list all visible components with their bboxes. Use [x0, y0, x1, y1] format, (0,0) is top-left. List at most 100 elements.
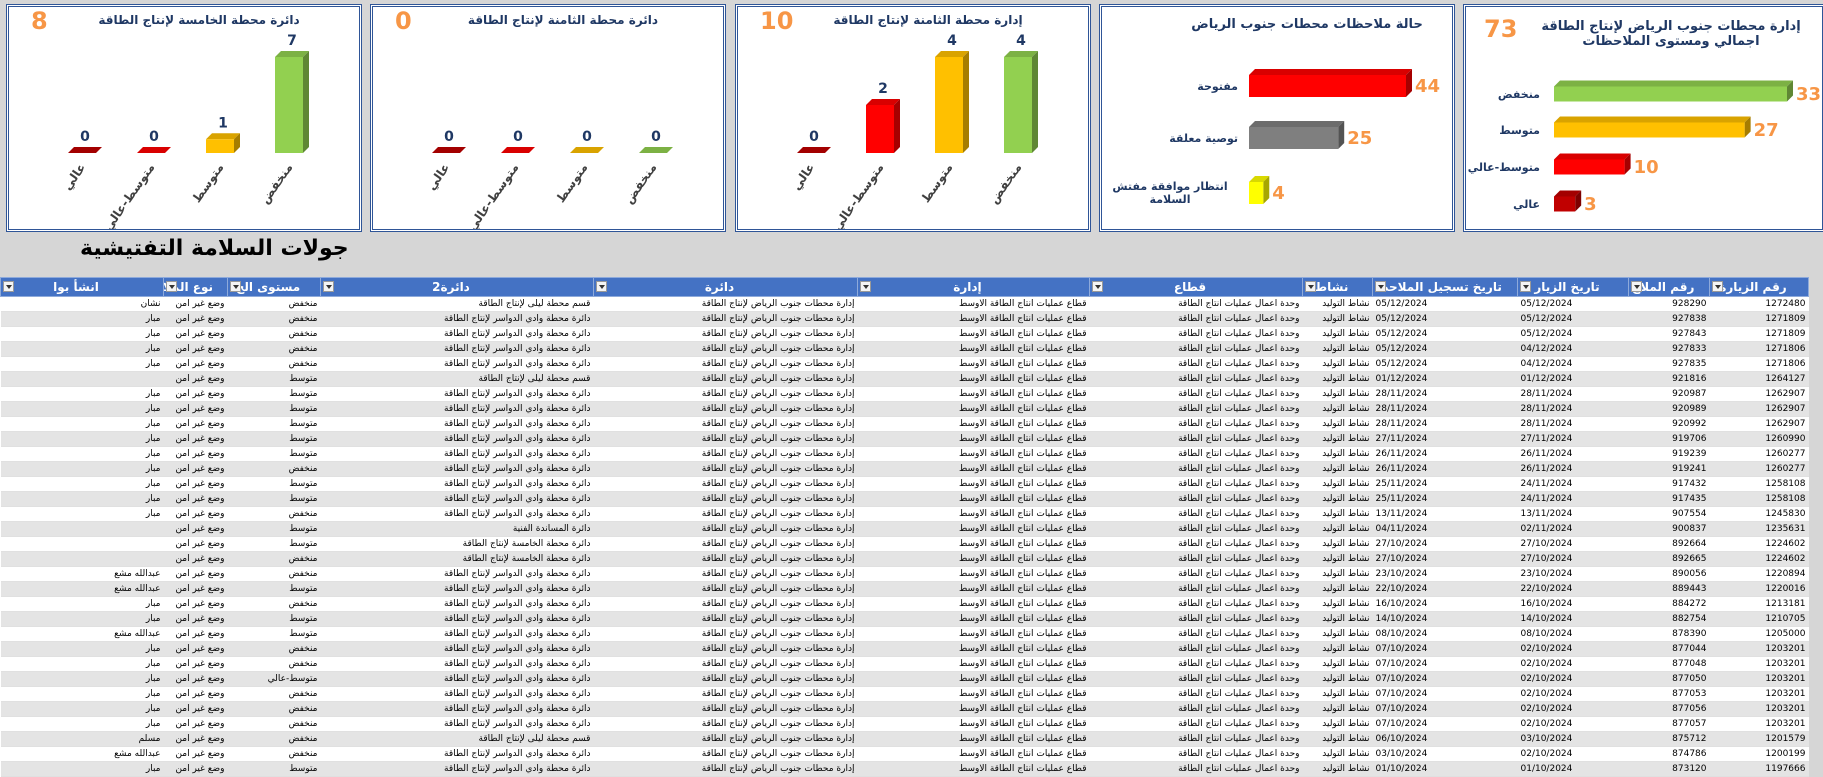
bar-top [432, 147, 466, 153]
table-cell: مبار [0, 716, 164, 732]
filter-button[interactable] [323, 281, 334, 292]
table-cell: دائرة محطة وادي الدواسر لإنتاج الطاقة [320, 416, 594, 432]
table-cell: نشاط التوليد [1302, 611, 1373, 627]
table-cell: نشاط التوليد [1302, 761, 1373, 777]
chart-title: حالة ملاحظات محطات جنوب الرياض [1191, 16, 1423, 32]
table-cell: دائرة محطة وادي الدواسر لإنتاج الطاقة [320, 626, 594, 642]
column-header: دائرة2 [320, 277, 594, 297]
table-cell: مبار [0, 431, 164, 447]
table-cell: وضع غير امن [163, 431, 228, 447]
table-cell: 919239 [1628, 446, 1710, 462]
table-cell [0, 521, 164, 537]
table-cell: وحدة اعمال عمليات انتاج الطاقة [1089, 311, 1303, 327]
table-cell: قطاع عمليات انتاج الطاقة الاوسط [857, 311, 1090, 327]
table-cell: 878390 [1628, 626, 1710, 642]
table-cell: نشاط التوليد [1302, 416, 1373, 432]
table-row: 1203201 877057 02/10/2024 07/10/2024 نشاط ال… [0, 716, 1809, 732]
table-cell: إدارة محطات جنوب الرياض لإنتاج الطاقة [593, 431, 858, 447]
table-cell: قطاع عمليات انتاج الطاقة الاوسط [857, 671, 1090, 687]
table-cell: 919706 [1628, 431, 1710, 447]
table-cell: مبار [0, 506, 164, 522]
table-cell: نشاط التوليد [1302, 731, 1373, 747]
value-label: 33 [1796, 84, 1821, 105]
table-cell: إدارة محطات جنوب الرياض لإنتاج الطاقة [593, 446, 858, 462]
table-cell: 05/12/2024 [1372, 296, 1518, 312]
category-label: متوسط [1499, 123, 1540, 137]
filter-button[interactable] [230, 281, 241, 292]
table-row: 1271806 927835 04/12/2024 05/12/2024 نشاط ال… [0, 356, 1809, 372]
total-value: 0 [395, 7, 412, 35]
filter-button[interactable] [1520, 281, 1531, 292]
table-cell: مبار [0, 476, 164, 492]
filter-button[interactable] [1375, 281, 1386, 292]
table-cell: إدارة محطات جنوب الرياض لإنتاج الطاقة [593, 476, 858, 492]
table-cell: مبار [0, 446, 164, 462]
table-cell: دائرة المساندة الفنية [320, 521, 594, 537]
filter-button[interactable] [1631, 281, 1642, 292]
table-cell: متوسط [227, 446, 321, 462]
filter-button[interactable] [166, 281, 177, 292]
bar-top [1249, 121, 1345, 127]
table-cell: نشاط التوليد [1302, 746, 1373, 762]
category-label: منخفض [1497, 87, 1540, 101]
category-label-box: منخفض [1497, 87, 1540, 101]
bar-side [234, 133, 240, 153]
category-label: منخفض [622, 161, 660, 207]
table-cell: إدارة محطات جنوب الرياض لإنتاج الطاقة [593, 536, 858, 552]
table-cell: 27/11/2024 [1517, 431, 1629, 447]
table-cell: نشاط التوليد [1302, 371, 1373, 387]
value-label: 25 [1347, 128, 1372, 149]
table-cell: مبار [0, 596, 164, 612]
table-cell: عبدالله مشع [0, 581, 164, 597]
table-cell: قطاع عمليات انتاج الطاقة الاوسط [857, 356, 1090, 372]
table-cell: إدارة محطات جنوب الرياض لإنتاج الطاقة [593, 656, 858, 672]
table-cell: 1272480 [1709, 296, 1809, 312]
table-cell: مسلم [0, 731, 164, 747]
filter-button[interactable] [1092, 281, 1103, 292]
table-cell: 14/10/2024 [1517, 611, 1629, 627]
filter-button[interactable] [596, 281, 607, 292]
table-cell: 920992 [1628, 416, 1710, 432]
table-cell: وضع غير امن [163, 416, 228, 432]
table-cell: دائرة محطة وادي الدواسر لإنتاج الطاقة [320, 401, 594, 417]
table-row: 1220016 889443 22/10/2024 22/10/2024 نشاط ال… [0, 581, 1809, 597]
table-cell: 877053 [1628, 686, 1710, 702]
table-cell: نشاط التوليد [1302, 476, 1373, 492]
table-cell: 02/10/2024 [1517, 641, 1629, 657]
table-cell: قطاع عمليات انتاج الطاقة الاوسط [857, 371, 1090, 387]
filter-button[interactable] [1712, 281, 1723, 292]
filter-button[interactable] [1305, 281, 1316, 292]
column-header: نشاط [1302, 277, 1373, 297]
table-row: 1272480 928290 05/12/2024 05/12/2024 نشاط ال… [0, 296, 1809, 312]
table-cell: 882754 [1628, 611, 1710, 627]
table-cell: دائرة محطة وادي الدواسر لإنتاج الطاقة [320, 431, 594, 447]
table-cell: نشاط التوليد [1302, 341, 1373, 357]
table-cell: إدارة محطات جنوب الرياض لإنتاج الطاقة [593, 341, 858, 357]
bar [1554, 86, 1787, 102]
filter-button[interactable] [3, 281, 14, 292]
bar [1554, 159, 1625, 175]
table-cell: 13/11/2024 [1517, 506, 1629, 522]
table-cell: وضع غير امن [163, 656, 228, 672]
table-cell: وضع غير امن [163, 536, 228, 552]
bar-side [963, 51, 969, 153]
table-cell: 01/10/2024 [1517, 761, 1629, 777]
table-cell: 1213181 [1709, 596, 1809, 612]
table-row: 1260277 919239 26/11/2024 26/11/2024 نشاط ال… [0, 446, 1809, 462]
category-label: متوسط [189, 161, 227, 206]
table-cell: قطاع عمليات انتاج الطاقة الاوسط [857, 386, 1090, 402]
table-cell: 928290 [1628, 296, 1710, 312]
table-row: 1203201 877053 02/10/2024 07/10/2024 نشاط ال… [0, 686, 1809, 702]
bar [1249, 127, 1339, 149]
header-row: رقم الزيارة رقم الملاح تاريخ الزيار تاريخ ت… [0, 277, 1809, 297]
table-cell: دائرة محطة وادي الدواسر لإنتاج الطاقة [320, 326, 594, 342]
table-cell: قطاع عمليات انتاج الطاقة الاوسط [857, 431, 1090, 447]
bar-side [1575, 190, 1582, 212]
table-cell: إدارة محطات جنوب الرياض لإنتاج الطاقة [593, 566, 858, 582]
table-cell: نشاط التوليد [1302, 581, 1373, 597]
filter-button[interactable] [860, 281, 871, 292]
table-cell: إدارة محطات جنوب الرياض لإنتاج الطاقة [593, 356, 858, 372]
table-cell: إدارة محطات جنوب الرياض لإنتاج الطاقة [593, 311, 858, 327]
table-cell: وحدة اعمال عمليات انتاج الطاقة [1089, 626, 1303, 642]
table-cell: 22/10/2024 [1517, 581, 1629, 597]
